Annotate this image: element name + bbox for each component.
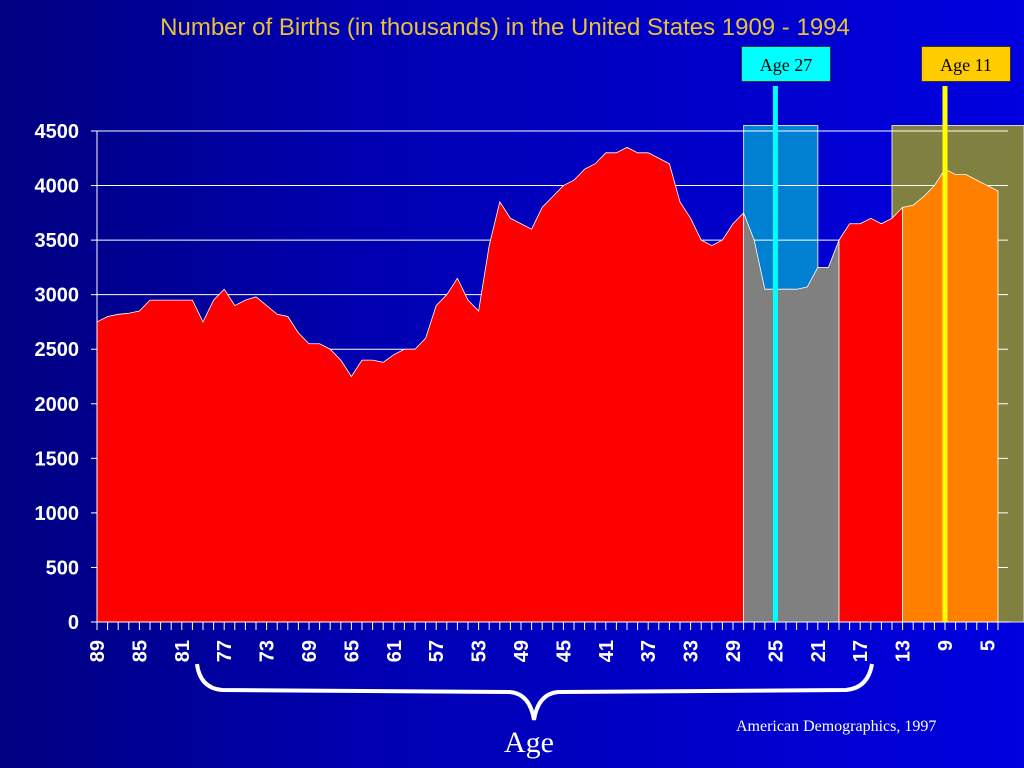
x-tick-label: 57 bbox=[426, 640, 448, 662]
x-tick-label: 61 bbox=[384, 640, 406, 662]
x-tick-label: 13 bbox=[893, 640, 915, 662]
births-area-main bbox=[96, 146, 744, 623]
x-tick-label: 73 bbox=[257, 640, 279, 662]
x-tick-label: 49 bbox=[511, 640, 533, 662]
x-tick-label: 85 bbox=[129, 640, 151, 662]
x-tick-label: 37 bbox=[638, 640, 660, 662]
age-27-label: Age 27 bbox=[741, 46, 831, 82]
x-tick-label: 89 bbox=[87, 640, 109, 662]
x-tick-label: 5 bbox=[977, 640, 999, 651]
age-brace bbox=[195, 663, 874, 721]
source-note: American Demographics, 1997 bbox=[736, 718, 937, 735]
x-tick-label: 17 bbox=[850, 640, 872, 662]
y-tick-labels: 0 500 1000 1500 2000 2500 3000 3500 4000 4500 bbox=[35, 121, 80, 634]
x-tick-label: 81 bbox=[172, 640, 194, 662]
x-tick-label: 45 bbox=[553, 640, 575, 662]
age-markers bbox=[772, 86, 948, 622]
x-axis-label: Age bbox=[504, 726, 554, 759]
x-tick-label: 77 bbox=[214, 640, 236, 662]
axes bbox=[91, 130, 1010, 630]
x-tick-label: 33 bbox=[681, 640, 703, 662]
x-tick-label: 65 bbox=[341, 640, 363, 662]
y-tick-label: 2000 bbox=[35, 394, 80, 416]
x-tick-label: 53 bbox=[469, 640, 491, 662]
y-tick-label: 500 bbox=[46, 557, 79, 579]
y-tick-label: 0 bbox=[68, 612, 79, 634]
y-tick-label: 4500 bbox=[35, 121, 80, 143]
y-tick-label: 1500 bbox=[35, 448, 80, 470]
births-area-highlight bbox=[902, 168, 999, 623]
x-tick-label: 69 bbox=[299, 640, 321, 662]
births-area-recent bbox=[838, 206, 903, 623]
y-tick-label: 1000 bbox=[35, 503, 80, 525]
x-tick-labels: 89 85 81 77 73 69 65 61 57 53 49 45 41 37 33 29 25 21 17 13… bbox=[87, 640, 999, 662]
chart-title: Number of Births (in thousands) in the U… bbox=[160, 14, 850, 41]
age-11-label: Age 11 bbox=[921, 46, 1011, 82]
y-tick-label: 2500 bbox=[35, 339, 80, 361]
x-tick-label: 21 bbox=[808, 640, 830, 662]
y-tick-label: 4000 bbox=[35, 176, 80, 198]
x-tick-label: 29 bbox=[723, 640, 745, 662]
y-tick-label: 3000 bbox=[35, 285, 80, 307]
birth-areas bbox=[96, 146, 999, 623]
x-tick-label: 9 bbox=[935, 640, 957, 651]
y-tick-label: 3500 bbox=[35, 230, 80, 252]
x-tick-label: 41 bbox=[596, 640, 618, 662]
x-tick-label: 25 bbox=[765, 640, 787, 662]
